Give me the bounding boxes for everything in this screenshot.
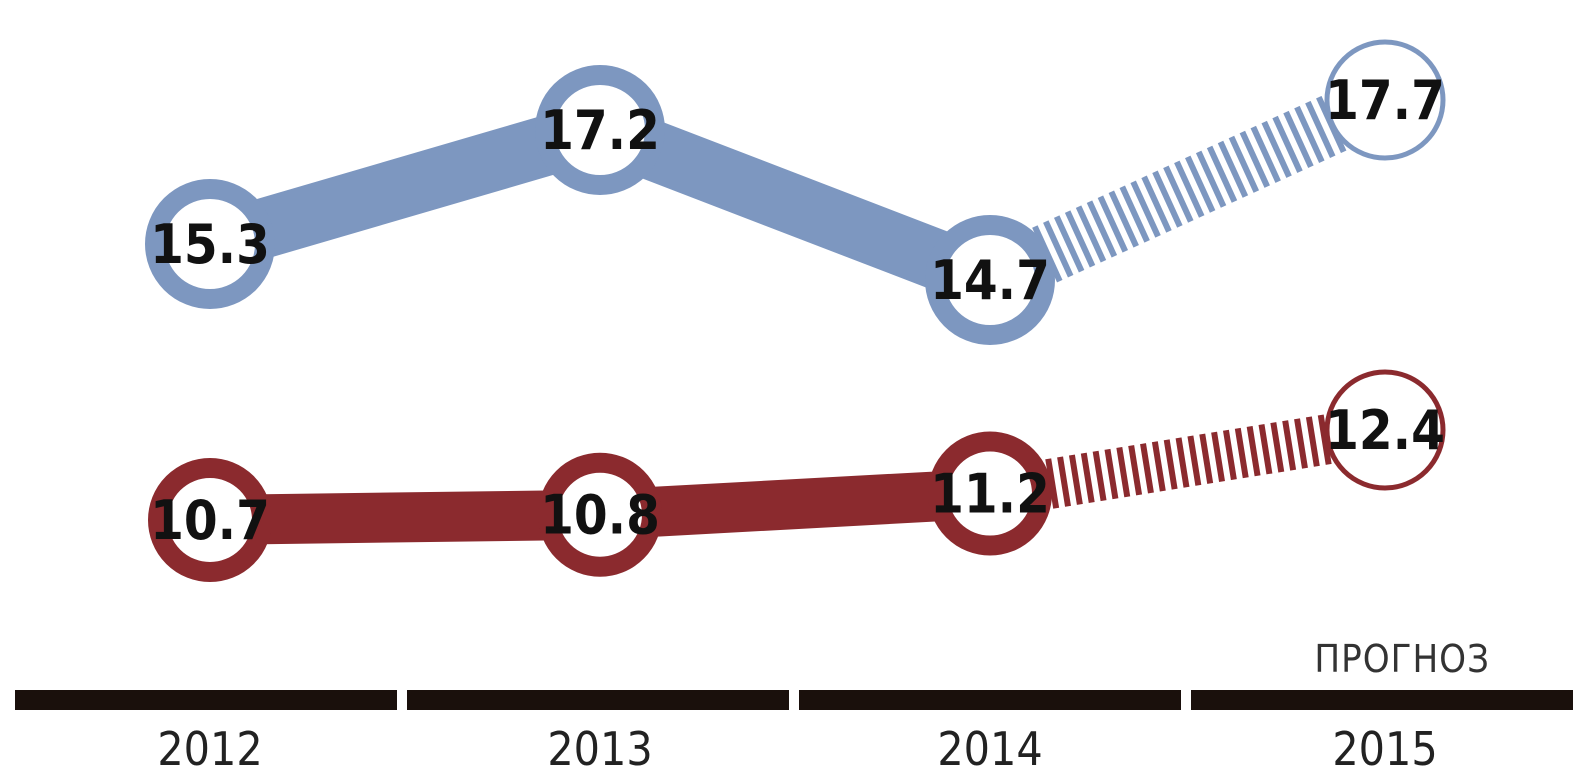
data-point	[1324, 39, 1446, 161]
x-axis: 2012 2013 2014 2015	[15, 690, 1573, 776]
data-label: 11.2	[930, 463, 1050, 526]
data-label: 10.7	[150, 489, 270, 552]
data-point	[535, 65, 665, 195]
series-1: 15.3 17.2 14.7 17.7	[145, 39, 1446, 345]
axis-bar	[407, 690, 789, 710]
data-label: 10.8	[540, 484, 660, 547]
axis-bar	[799, 690, 1181, 710]
tick-label: 2013	[547, 722, 652, 776]
data-point	[148, 458, 272, 582]
tick-label: 2015	[1332, 722, 1437, 776]
data-label: 12.4	[1325, 399, 1445, 462]
series-2: 10.7 10.8 11.2 12.4	[148, 369, 1446, 582]
axis-bar	[1191, 690, 1573, 710]
series-layer: 15.3 17.2 14.7 17.7 10.7 10.8 11.2 12.4	[145, 39, 1446, 582]
tick-label: 2012	[157, 722, 262, 776]
tick-label: 2014	[937, 722, 1042, 776]
series-segment	[209, 489, 601, 545]
series-segment	[201, 101, 609, 273]
data-label: 14.7	[930, 249, 1050, 312]
data-point	[928, 431, 1052, 556]
forecast-segment	[977, 72, 1398, 308]
data-point	[925, 215, 1055, 345]
data-label: 17.7	[1325, 69, 1445, 132]
axis-bar	[15, 690, 397, 710]
series-segment	[589, 101, 1001, 309]
forecast-segment	[986, 405, 1389, 519]
forecast-label: ПРОГНОЗ	[1314, 637, 1490, 681]
data-point	[538, 452, 662, 577]
data-point	[1324, 369, 1446, 491]
data-label: 17.2	[540, 99, 660, 162]
data-point	[145, 179, 275, 309]
series-segment	[598, 468, 992, 540]
data-label: 15.3	[150, 213, 270, 276]
